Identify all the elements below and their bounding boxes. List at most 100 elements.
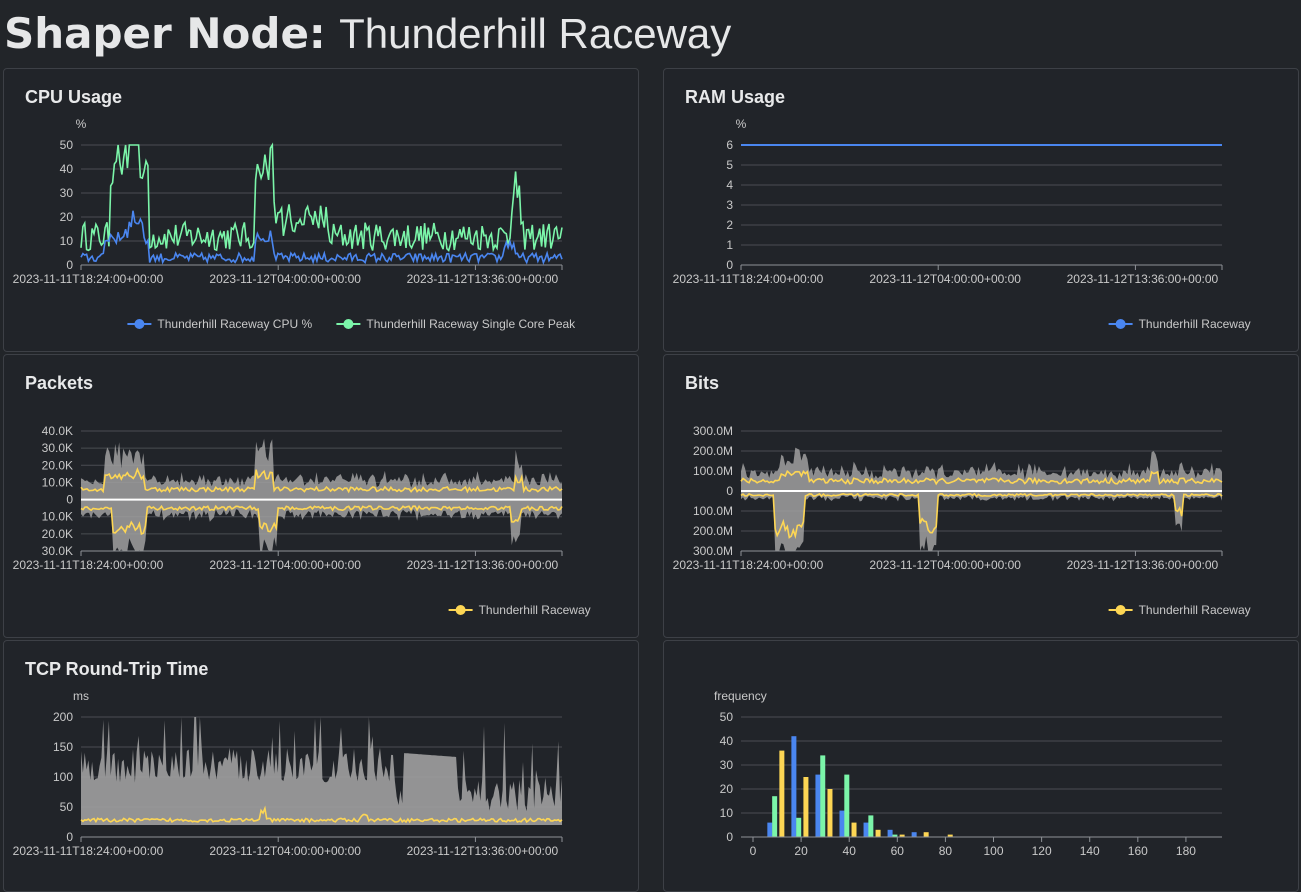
bits-upload-line [740, 469, 1223, 486]
bits-y-tick-label: 100.0M [693, 464, 733, 478]
histogram-bar-blue [863, 822, 869, 837]
cpu-y-tick-label: 50 [60, 138, 74, 152]
cpu-y-tick-label: 40 [60, 162, 74, 176]
histogram-x-tick-label: 20 [794, 844, 808, 858]
ram-usage-title: RAM Usage [685, 87, 786, 107]
histogram-bar-green [796, 817, 802, 837]
histogram-y-tick-label: 50 [720, 710, 734, 724]
packets-y-tick-label: 30.0K [42, 544, 73, 558]
tcp-y-tick-label: 50 [60, 800, 74, 814]
tcp-rtt-band [81, 717, 562, 825]
bits-title: Bits [685, 373, 720, 393]
packets-x-tick-label: 2023-11-12T04:00:00+00:00 [209, 558, 361, 572]
packets-download-line [80, 504, 563, 536]
ram-y-tick-label: 0 [726, 258, 733, 272]
tcp-x-tick-label: 2023-11-12T13:36:00+00:00 [407, 844, 559, 858]
ram-usage-chart[interactable]: % 0 1 2 3 4 5 6 2023-11-11T18:24:00+00:00 2023-11… [664, 69, 1298, 351]
histogram-bar-blue [839, 810, 845, 837]
ram-y-tick-label: 4 [726, 178, 733, 192]
ram-y-tick-label: 6 [726, 138, 733, 152]
cpu-y-tick-label: 0 [66, 258, 73, 272]
bits-y-tick-label: 300.0M [693, 544, 733, 558]
histogram-y-tick-label: 20 [720, 782, 734, 796]
page-title-label: Shaper Node: [4, 9, 326, 58]
cpu-legend-marker [134, 319, 145, 329]
ram-legend-marker [1115, 319, 1126, 329]
ram-y-tick-label: 5 [726, 158, 733, 172]
histogram-x-tick-label: 0 [750, 844, 757, 858]
tcp-y-tick-label: 150 [53, 740, 73, 754]
tcp-y-axis-unit: ms [73, 689, 89, 703]
histogram-x-tick-label: 120 [1032, 844, 1052, 858]
page-title-node-name: Thunderhill Raceway [339, 10, 732, 57]
histogram-bar-blue [767, 822, 773, 837]
tcp-rtt-median-line [80, 805, 563, 824]
packets-x-tick-label: 2023-11-12T13:36:00+00:00 [407, 558, 559, 572]
bits-y-tick-label: 100.0M [693, 504, 733, 518]
bits-upload-band [741, 447, 1222, 491]
histogram-x-tick-label: 80 [939, 844, 953, 858]
cpu-usage-chart[interactable]: % 0 10 20 30 40 50 2023-11-11T18:24:00+00:00 202… [4, 69, 638, 351]
histogram-x-tick-label: 180 [1176, 844, 1196, 858]
tcp-rtt-chart[interactable]: ms 0 50 100 150 200 2023-11-11T18:24:00+00:00 2… [4, 641, 638, 891]
cpu-y-tick-label: 20 [60, 210, 74, 224]
cpu-series-line-1 [80, 142, 563, 253]
histogram-bar-yellow [923, 832, 929, 837]
ram-y-tick-label: 3 [726, 198, 733, 212]
rtt-histogram-chart[interactable]: frequency 0 10 20 30 40 50 0 20 40 60 80 100 120 140 16… [664, 641, 1298, 891]
histogram-bar-yellow [803, 777, 809, 837]
bits-download-band [741, 491, 1222, 551]
histogram-bar-yellow [899, 834, 905, 837]
histogram-bar-green [772, 796, 778, 837]
cpu-legend-label: Thunderhill Raceway CPU % [157, 317, 312, 331]
rtt-histogram-card: frequency 0 10 20 30 40 50 0 20 40 60 80 100 120 140 16… [663, 640, 1299, 892]
bits-chart[interactable]: 300.0M200.0M100.0M0100.0M200.0M300.0M202… [664, 355, 1298, 637]
ram-x-tick-label: 2023-11-11T18:24:00+00:00 [673, 272, 824, 286]
packets-y-tick-label: 10.0K [42, 475, 73, 489]
tcp-y-tick-label: 200 [53, 710, 73, 724]
packets-upload-band [81, 438, 562, 500]
histogram-x-tick-label: 140 [1080, 844, 1100, 858]
histogram-y-axis-label: frequency [714, 689, 767, 703]
ram-usage-card: RAM Usage % 0 1 2 3 4 5 6 2023-11-11T18:24:00+00… [663, 68, 1299, 352]
packets-y-tick-label: 30.0K [42, 441, 73, 455]
histogram-x-tick-label: 60 [891, 844, 905, 858]
packets-title: Packets [25, 373, 94, 393]
ram-x-tick-label: 2023-11-12T04:00:00+00:00 [869, 272, 1021, 286]
histogram-bar-yellow [851, 822, 857, 837]
histogram-bar-yellow [827, 789, 833, 837]
histogram-bar-yellow [947, 834, 953, 837]
bits-y-tick-label: 200.0M [693, 524, 733, 538]
cpu-y-tick-label: 30 [60, 186, 74, 200]
packets-legend-label: Thunderhill Raceway [479, 603, 591, 617]
bits-download-line [740, 492, 1223, 540]
histogram-bar-green [868, 815, 874, 837]
histogram-bar-blue [791, 736, 797, 837]
histogram-bar-blue [815, 774, 821, 837]
packets-chart[interactable]: 30.0K 20.0K 10.0K 0 10.0K 20.0K 30.0K 40.0K 2023… [4, 355, 638, 637]
histogram-bar-blue [911, 832, 917, 837]
histogram-x-tick-label: 100 [983, 844, 1003, 858]
tcp-x-tick-label: 2023-11-12T04:00:00+00:00 [209, 844, 361, 858]
cpu-legend-label: Thunderhill Raceway Single Core Peak [366, 317, 576, 331]
bits-card: Bits 300.0M 200.0M 100.0M 0 100.0M 200.0M 300.… [663, 354, 1299, 638]
histogram-bar-yellow [779, 750, 785, 837]
tcp-y-tick-label: 0 [66, 830, 73, 844]
bits-y-tick-label: 200.0M [693, 444, 733, 458]
bits-x-tick-label: 2023-11-12T04:00:00+00:00 [869, 558, 1021, 572]
ram-y-tick-label: 2 [726, 218, 733, 232]
histogram-x-tick-label: 40 [843, 844, 857, 858]
cpu-usage-title: CPU Usage [25, 87, 123, 107]
cpu-series-line-0 [80, 210, 563, 265]
bits-x-tick-label: 2023-11-11T18:24:00+00:00 [673, 558, 824, 572]
histogram-bar-green [844, 774, 850, 837]
histogram-bar-green [892, 834, 898, 837]
histogram-bar-blue [887, 829, 893, 837]
cpu-legend-marker [343, 319, 354, 329]
bits-legend-label: Thunderhill Raceway [1139, 603, 1251, 617]
bits-legend-marker [1115, 605, 1126, 615]
packets-y-tick-label: 10.0K [42, 510, 73, 524]
cpu-x-tick-label: 2023-11-11T18:24:00+00:00 [13, 272, 164, 286]
page-title: Shaper Node: Thunderhill Raceway [4, 6, 731, 62]
packets-y-tick-label: 20.0K [42, 458, 73, 472]
